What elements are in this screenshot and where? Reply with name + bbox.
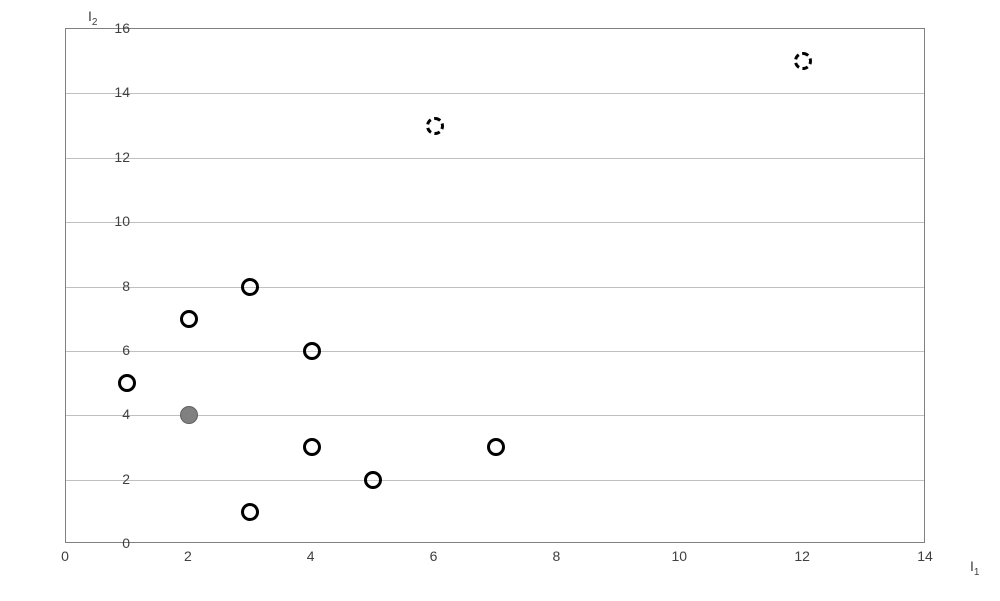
y-tick-label: 8: [100, 278, 130, 294]
y-tick-label: 14: [100, 84, 130, 100]
x-tick-label: 6: [419, 548, 449, 564]
scatter-point-open: [180, 310, 198, 328]
y-tick-label: 10: [100, 213, 130, 229]
scatter-point-open: [241, 278, 259, 296]
scatter-point-open: [303, 342, 321, 360]
scatter-point-dashed: [794, 52, 812, 70]
gridline: [66, 158, 924, 159]
scatter-point-open: [487, 438, 505, 456]
gridline: [66, 351, 924, 352]
scatter-point-open: [364, 471, 382, 489]
x-axis-label: I1: [970, 558, 979, 578]
x-tick-label: 12: [787, 548, 817, 564]
gridline: [66, 287, 924, 288]
x-tick-label: 0: [50, 548, 80, 564]
y-tick-label: 0: [100, 535, 130, 551]
scatter-point-dashed: [426, 117, 444, 135]
gridline: [66, 480, 924, 481]
gridline: [66, 93, 924, 94]
y-tick-label: 4: [100, 406, 130, 422]
x-tick-label: 10: [664, 548, 694, 564]
y-tick-label: 16: [100, 20, 130, 36]
x-tick-label: 2: [173, 548, 203, 564]
gridline: [66, 222, 924, 223]
x-tick-label: 4: [296, 548, 326, 564]
scatter-point-open: [118, 374, 136, 392]
plot-area: [65, 28, 925, 543]
scatter-point-open: [241, 503, 259, 521]
y-tick-label: 2: [100, 471, 130, 487]
x-tick-label: 14: [910, 548, 940, 564]
scatter-point-open: [303, 438, 321, 456]
y-tick-label: 12: [100, 149, 130, 165]
y-tick-label: 6: [100, 342, 130, 358]
y-axis-label: I2: [88, 8, 97, 28]
scatter-point-filled: [180, 406, 198, 424]
scatter-chart: I2 I1 024681012141602468101214: [30, 10, 960, 580]
x-tick-label: 8: [541, 548, 571, 564]
